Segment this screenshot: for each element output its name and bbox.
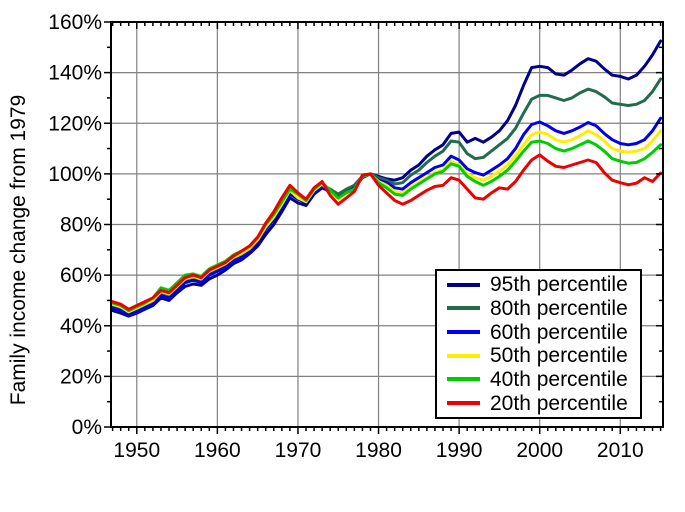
series-lines bbox=[111, 39, 663, 318]
y-axis-tick-labels: 0% 20% 40% 60% 80% 100% 120% 140% 160% bbox=[48, 11, 102, 439]
series-line-20th-percentile bbox=[111, 153, 663, 311]
legend-label-50th: 50th percentile bbox=[490, 344, 628, 368]
y-tick-label-80: 80% bbox=[60, 214, 102, 237]
legend-label-60th: 60th percentile bbox=[490, 320, 628, 344]
legend-item-80th: 80th percentile bbox=[447, 297, 640, 320]
y-tick-label-140: 140% bbox=[48, 62, 102, 85]
y-tick-label-100: 100% bbox=[48, 163, 102, 186]
legend-label-40th: 40th percentile bbox=[490, 367, 628, 391]
x-tick-label-1980: 1980 bbox=[355, 439, 402, 462]
legend-item-20th: 20th percentile bbox=[447, 392, 640, 415]
legend-swatch-40th bbox=[447, 377, 480, 382]
x-tick-label-1960: 1960 bbox=[194, 439, 241, 462]
x-tick-label-1970: 1970 bbox=[275, 439, 322, 462]
x-tick-label-2000: 2000 bbox=[516, 439, 563, 462]
legend-item-40th: 40th percentile bbox=[447, 368, 640, 391]
legend-swatch-60th bbox=[447, 330, 480, 335]
x-tick-label-1950: 1950 bbox=[113, 439, 160, 462]
legend-item-95th: 95th percentile bbox=[447, 273, 640, 296]
x-axis-tick-labels: 1950 1960 1970 1980 1990 2000 2010 bbox=[113, 439, 643, 462]
y-tick-label-120: 120% bbox=[48, 112, 102, 135]
x-tick-label-1990: 1990 bbox=[436, 439, 483, 462]
y-tick-label-160: 160% bbox=[48, 11, 102, 34]
legend-item-60th: 60th percentile bbox=[447, 321, 640, 344]
y-tick-label-0: 0% bbox=[72, 416, 102, 439]
legend-swatch-50th bbox=[447, 353, 480, 358]
legend-label-95th: 95th percentile bbox=[490, 273, 628, 297]
y-tick-label-60: 60% bbox=[60, 264, 102, 287]
legend: 95th percentile 80th percentile 60th per… bbox=[435, 269, 642, 419]
y-tick-label-20: 20% bbox=[60, 365, 102, 388]
x-tick-label-2010: 2010 bbox=[597, 439, 644, 462]
series-line-60th-percentile bbox=[111, 116, 663, 317]
legend-swatch-95th bbox=[447, 282, 480, 287]
y-tick-label-40: 40% bbox=[60, 315, 102, 338]
legend-swatch-20th bbox=[447, 401, 480, 406]
legend-item-50th: 50th percentile bbox=[447, 344, 640, 367]
y-axis-title: Family income change from 1979 bbox=[7, 95, 30, 405]
legend-label-80th: 80th percentile bbox=[490, 296, 628, 320]
legend-swatch-80th bbox=[447, 306, 480, 311]
axis-ticks bbox=[104, 21, 663, 434]
legend-label-20th: 20th percentile bbox=[490, 391, 628, 415]
